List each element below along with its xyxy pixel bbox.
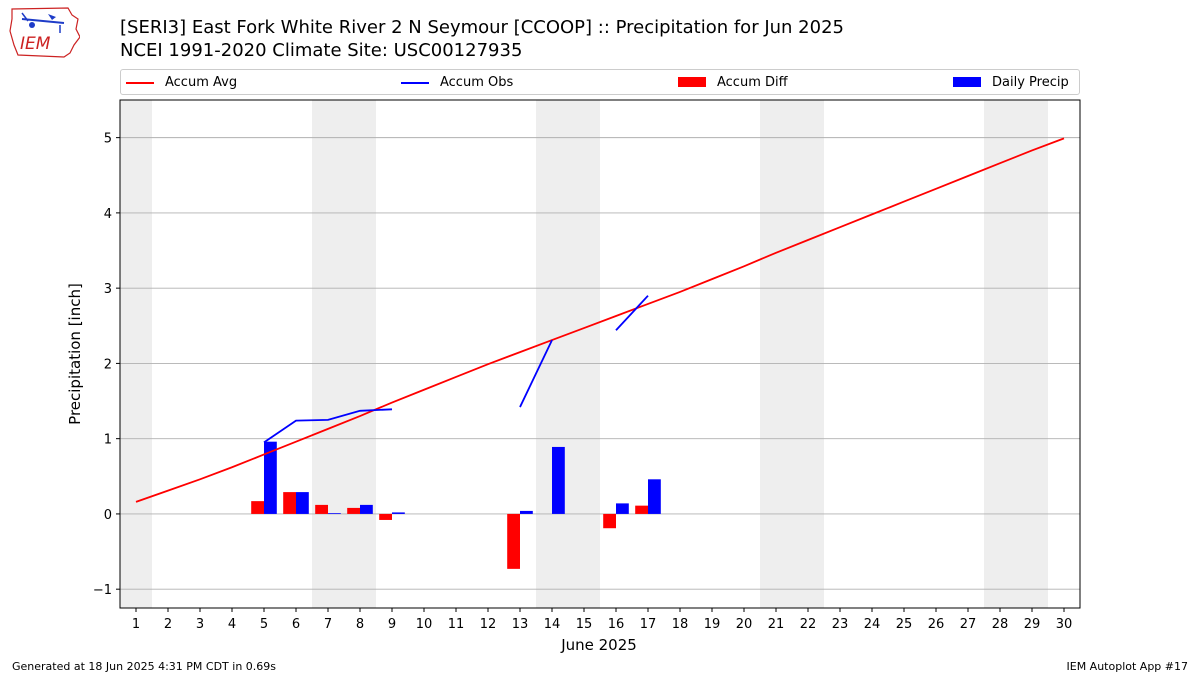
accum-obs-line xyxy=(615,295,649,331)
weekend-shade-day-7 xyxy=(312,100,344,608)
weekend-shade-day-15 xyxy=(568,100,600,608)
legend: Accum Avg Accum Obs Accum Diff Daily Pre… xyxy=(120,69,1080,95)
daily-precip-bar xyxy=(520,510,533,514)
x-tick-label: 23 xyxy=(832,617,849,632)
legend-label-accum-obs: Accum Obs xyxy=(440,75,514,90)
accum-diff-bar xyxy=(315,504,328,514)
x-tick-label: 27 xyxy=(960,617,977,632)
x-tick-label: 19 xyxy=(704,617,721,632)
x-tick-label: 28 xyxy=(992,617,1009,632)
iem-logo: IEM xyxy=(8,5,81,60)
y-tick-label: 3 xyxy=(104,282,112,297)
accum-obs-line xyxy=(519,339,553,408)
legend-swatch-daily-precip xyxy=(953,77,981,87)
accum-diff-bar xyxy=(283,492,296,514)
y-tick-label: 4 xyxy=(104,207,112,222)
chart-subtitle: NCEI 1991-2020 Climate Site: USC00127935 xyxy=(120,40,523,61)
x-tick-label: 1 xyxy=(132,617,140,632)
legend-swatch-accum-avg xyxy=(126,82,154,84)
daily-precip-bar xyxy=(616,503,629,514)
x-tick-label: 5 xyxy=(260,617,268,632)
accum-diff-bar xyxy=(507,513,520,569)
x-tick-label: 14 xyxy=(544,617,561,632)
accum-diff-bar xyxy=(347,507,360,514)
x-tick-label: 6 xyxy=(292,617,300,632)
weekend-shade-day-28 xyxy=(984,100,1016,608)
weekend-shade-day-8 xyxy=(344,100,376,608)
y-tick-label: −1 xyxy=(93,583,112,598)
accum-diff-bar xyxy=(379,513,392,520)
y-tick-label: 2 xyxy=(104,357,112,372)
daily-precip-bar xyxy=(552,446,565,514)
accum-avg-line xyxy=(135,137,1065,503)
weekend-shade-day-14 xyxy=(536,100,568,608)
logo-text: IEM xyxy=(20,34,51,54)
legend-swatch-accum-obs xyxy=(401,82,429,84)
daily-precip-bar xyxy=(360,504,373,514)
accum-diff-bar xyxy=(251,501,264,514)
accum-obs-line xyxy=(263,408,393,444)
x-tick-label: 17 xyxy=(640,617,657,632)
x-tick-label: 13 xyxy=(512,617,529,632)
x-tick-label: 25 xyxy=(896,617,913,632)
y-tick-label: 0 xyxy=(104,508,112,523)
accum-diff-bar xyxy=(635,505,648,514)
x-tick-label: 22 xyxy=(800,617,817,632)
generated-note: Generated at 18 Jun 2025 4:31 PM CDT in … xyxy=(12,660,277,673)
daily-precip-bar xyxy=(328,513,341,514)
x-tick-label: 21 xyxy=(768,617,785,632)
x-tick-label: 15 xyxy=(576,617,593,632)
x-tick-label: 9 xyxy=(388,617,396,632)
weekend-shade-day-1 xyxy=(120,100,152,608)
daily-precip-bar xyxy=(296,492,309,514)
weekend-shade-day-29 xyxy=(1016,100,1048,608)
weekend-shade-day-22 xyxy=(792,100,824,608)
x-axis-label: June 2025 xyxy=(560,636,637,654)
x-tick-label: 10 xyxy=(416,617,433,632)
x-tick-label: 30 xyxy=(1056,617,1073,632)
accum-diff-bar xyxy=(603,513,616,529)
legend-label-accum-diff: Accum Diff xyxy=(717,75,788,90)
x-tick-label: 16 xyxy=(608,617,625,632)
daily-precip-bar xyxy=(648,479,661,514)
x-tick-label: 11 xyxy=(448,617,465,632)
x-tick-label: 20 xyxy=(736,617,753,632)
x-tick-label: 3 xyxy=(196,617,204,632)
x-tick-label: 24 xyxy=(864,617,881,632)
x-tick-label: 12 xyxy=(480,617,497,632)
daily-precip-bar xyxy=(264,441,277,514)
y-tick-label: 5 xyxy=(104,132,112,147)
app-note: IEM Autoplot App #17 xyxy=(1066,660,1189,673)
x-tick-label: 29 xyxy=(1024,617,1041,632)
daily-precip-bar xyxy=(392,512,405,514)
legend-label-daily-precip: Daily Precip xyxy=(992,75,1069,90)
weekend-shade-day-21 xyxy=(760,100,792,608)
y-tick-label: 1 xyxy=(104,433,112,448)
x-tick-label: 4 xyxy=(228,617,236,632)
x-tick-label: 7 xyxy=(324,617,332,632)
x-tick-label: 8 xyxy=(356,617,364,632)
x-tick-label: 2 xyxy=(164,617,172,632)
plot-frame xyxy=(119,99,1081,609)
legend-label-accum-avg: Accum Avg xyxy=(165,75,238,90)
x-tick-label: 18 xyxy=(672,617,689,632)
iem-logo-graphic: IEM xyxy=(9,7,81,58)
legend-swatch-accum-diff xyxy=(678,77,706,87)
chart-title: [SERI3] East Fork White River 2 N Seymou… xyxy=(120,17,844,38)
x-tick-label: 26 xyxy=(928,617,945,632)
y-axis-label: Precipitation [inch] xyxy=(66,283,84,425)
